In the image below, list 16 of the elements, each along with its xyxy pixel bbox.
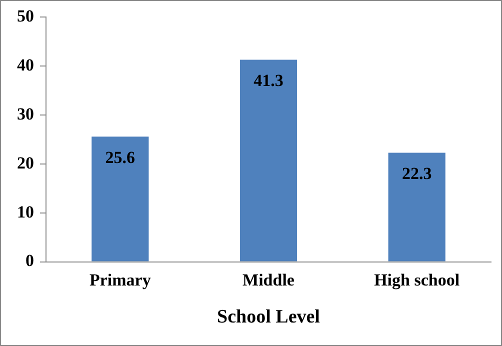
y-tick-label: 50 bbox=[17, 6, 34, 26]
x-tick-label: High school bbox=[374, 270, 460, 290]
y-tick-label: 10 bbox=[17, 202, 34, 222]
y-tick-label: 0 bbox=[26, 251, 34, 270]
y-tick-label: 20 bbox=[17, 153, 34, 172]
y-tick-label: 30 bbox=[17, 104, 34, 124]
data-label: 22.3 bbox=[402, 164, 432, 184]
x-tick-label: Primary bbox=[89, 270, 152, 290]
data-label: 41.3 bbox=[254, 71, 284, 90]
data-label: 25.6 bbox=[105, 148, 136, 167]
bar bbox=[240, 60, 298, 262]
bar bbox=[92, 136, 149, 262]
x-tick-label: Middle bbox=[242, 270, 295, 290]
bar bbox=[388, 152, 446, 262]
y-tick-label: 40 bbox=[17, 56, 34, 75]
x-axis-title: School Level bbox=[217, 306, 320, 328]
